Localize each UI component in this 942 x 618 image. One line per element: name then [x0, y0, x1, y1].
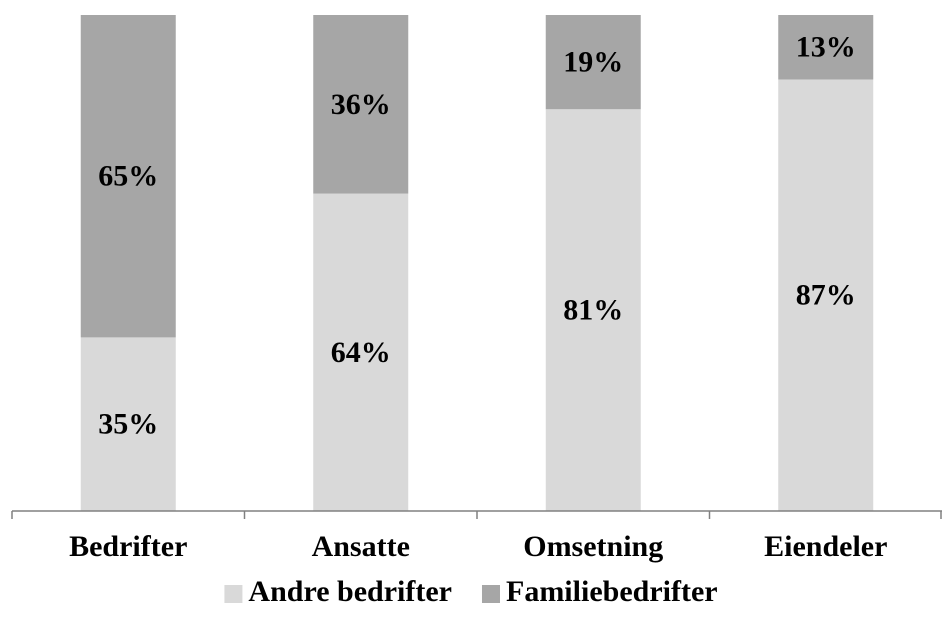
bar-familiebedrifter-eiendeler	[778, 15, 874, 80]
data-label-andre-bedrifter-omsetning: 81%	[563, 294, 623, 327]
data-label-andre-bedrifter-ansatte: 64%	[331, 336, 391, 369]
legend-swatch-andre-bedrifter	[224, 585, 243, 603]
category-label-omsetning: Omsetning	[523, 530, 663, 563]
x-axis	[11, 510, 942, 519]
category-labels: Bedrifter Ansatte Omsetning Eiendeler	[69, 530, 887, 563]
category-label-eiendeler: Eiendeler	[764, 530, 887, 563]
bar-andre-bedrifter-eiendeler	[778, 79, 874, 511]
bar-familiebedrifter-ansatte	[313, 15, 409, 194]
legend-item-andre-bedrifter: Andre bedrifter	[224, 575, 452, 608]
bar-andre-bedrifter-omsetning	[545, 109, 641, 512]
bar-familiebedrifter-bedrifter	[80, 15, 176, 338]
bar-andre-bedrifter-bedrifter	[80, 337, 176, 511]
data-label-familiebedrifter-omsetning: 19%	[563, 46, 623, 79]
legend-label-andre-bedrifter: Andre bedrifter	[248, 575, 452, 608]
data-label-familiebedrifter-ansatte: 36%	[331, 88, 391, 121]
legend-label-familiebedrifter: Familiebedrifter	[506, 575, 718, 608]
bar-familiebedrifter-omsetning	[545, 15, 641, 110]
legend-swatch-familiebedrifter	[481, 585, 500, 603]
legend: Andre bedrifter Familiebedrifter	[224, 575, 718, 608]
category-label-bedrifter: Bedrifter	[69, 530, 187, 563]
data-label-andre-bedrifter-eiendeler: 87%	[796, 279, 856, 312]
data-label-familiebedrifter-bedrifter: 65%	[98, 160, 158, 193]
data-label-andre-bedrifter-bedrifter: 35%	[98, 408, 158, 441]
category-label-ansatte: Ansatte	[312, 530, 410, 563]
data-label-familiebedrifter-eiendeler: 13%	[796, 31, 856, 64]
bar-andre-bedrifter-ansatte	[313, 193, 409, 511]
bars-group: 35% 65% 64% 36% 81% 19% 87% 13%	[80, 15, 874, 512]
legend-item-familiebedrifter: Familiebedrifter	[481, 575, 718, 608]
